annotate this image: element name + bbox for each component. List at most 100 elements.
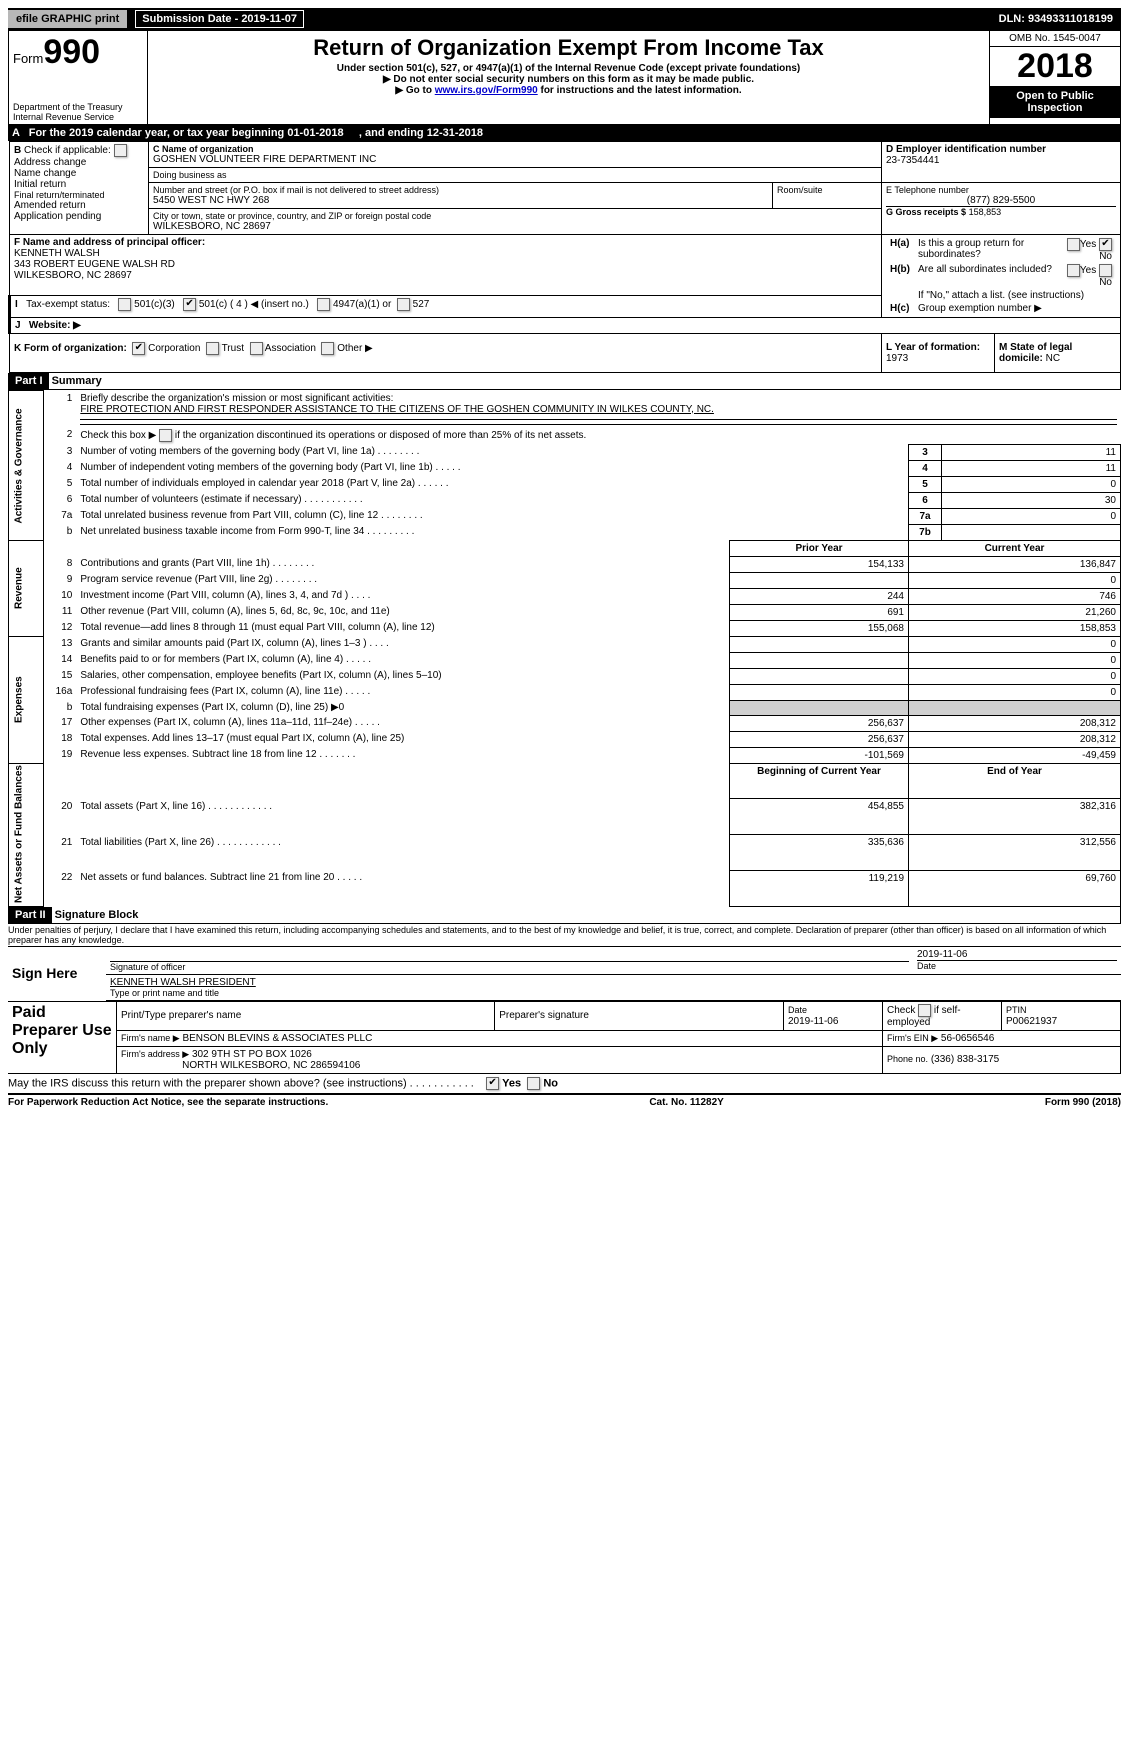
row-value: 30 [942, 492, 1121, 508]
na-row-22: 22 Net assets or fund balances. Subtract… [9, 870, 1121, 906]
exp-row-17: 17 Other expenses (Part IX, column (A), … [9, 715, 1121, 731]
current-value: 21,260 [909, 604, 1121, 620]
form-title: Return of Organization Exempt From Incom… [152, 35, 985, 61]
sig-name-label: Type or print name and title [110, 988, 1117, 998]
row-text: Other expenses (Part IX, column (A), lin… [76, 715, 729, 731]
row-num: 9 [44, 572, 77, 588]
selfemp-checkbox[interactable] [918, 1004, 931, 1017]
checkbox-generic-icon[interactable] [114, 144, 127, 157]
discuss-yes-checkbox[interactable] [486, 1077, 499, 1090]
prior-value: 154,133 [730, 556, 909, 572]
prior-value [730, 636, 909, 652]
entity-info-table: B Check if applicable: Address change Na… [8, 141, 1121, 373]
prior-year-header: Prior Year [730, 540, 909, 556]
i-label: I [15, 299, 18, 310]
hb-label: H(b) [886, 263, 914, 289]
officer-addr1: 343 ROBERT EUGENE WALSH RD [14, 259, 877, 270]
box-c-room: Room/suite [773, 183, 882, 209]
firm-addr2: NORTH WILKESBORO, NC 286594106 [182, 1060, 360, 1071]
k-other-checkbox[interactable] [321, 342, 334, 355]
firm-ein-label: Firm's EIN ▶ [887, 1033, 938, 1043]
firm-phone-label: Phone no. [887, 1054, 928, 1064]
current-value: -49,459 [909, 747, 1121, 763]
row-num: 3 [44, 444, 77, 460]
box-c-street: Number and street (or P.O. box if mail i… [149, 183, 773, 209]
line2-checkbox[interactable] [159, 429, 172, 442]
submission-date: Submission Date - 2019-11-07 [135, 10, 304, 28]
row-text: Revenue less expenses. Subtract line 18 … [76, 747, 729, 763]
row-text: Salaries, other compensation, employee b… [76, 668, 729, 684]
discuss-no-checkbox[interactable] [527, 1077, 540, 1090]
footer-left: For Paperwork Reduction Act Notice, see … [8, 1097, 328, 1108]
summary-table: Activities & Governance 1 Briefly descri… [8, 390, 1121, 907]
i-4947-checkbox[interactable] [317, 298, 330, 311]
part-ii-label: Part II [9, 907, 52, 923]
k-corp-checkbox[interactable] [132, 342, 145, 355]
c-label: C Name of organization [153, 144, 877, 154]
title-cell: Return of Organization Exempt From Incom… [148, 31, 990, 125]
part-i-header-row: Part I Summary [8, 373, 1121, 390]
current-value: 158,853 [909, 620, 1121, 636]
form-cell: Form990 Department of the Treasury Inter… [9, 31, 148, 125]
line-a-text1: For the 2019 calendar year, or tax year … [29, 127, 344, 139]
netassets-label: Net Assets or Fund Balances [9, 763, 44, 906]
exp-row-16b: b Total fundraising expenses (Part IX, c… [9, 700, 1121, 715]
prior-value: 244 [730, 588, 909, 604]
i-501c-checkbox[interactable] [183, 298, 196, 311]
gov-row-4: 4 Number of independent voting members o… [9, 460, 1121, 476]
row-refnum: 5 [909, 476, 942, 492]
b-label: B [14, 145, 21, 156]
line2-text: Check this box ▶ if the organization dis… [80, 430, 586, 441]
b-amended-return: Amended return [14, 200, 144, 211]
row-num: 12 [44, 620, 77, 636]
b-application-pending: Application pending [14, 211, 144, 222]
row-num: 20 [44, 799, 77, 835]
box-h: H(a) Is this a group return for subordin… [882, 235, 1121, 318]
firm-addr1: 302 9TH ST PO BOX 1026 [192, 1049, 312, 1060]
na-row-20: 20 Total assets (Part X, line 16) . . . … [9, 799, 1121, 835]
i-501c3-checkbox[interactable] [118, 298, 131, 311]
ha-no-checkbox[interactable] [1099, 238, 1112, 251]
ha-yes-checkbox[interactable] [1067, 238, 1080, 251]
exp-row-16a: 16a Professional fundraising fees (Part … [9, 684, 1121, 700]
gross-receipts: 158,853 [969, 207, 1002, 217]
room-label: Room/suite [777, 185, 877, 195]
prior-value: 691 [730, 604, 909, 620]
end-value: 312,556 [909, 835, 1121, 871]
row-refnum: 6 [909, 492, 942, 508]
row-text: Total number of volunteers (estimate if … [76, 492, 908, 508]
i-527-checkbox[interactable] [397, 298, 410, 311]
preparer-table: Paid Preparer Use Only Print/Type prepar… [8, 1001, 1121, 1074]
row-text: Grants and similar amounts paid (Part IX… [76, 636, 729, 652]
row-num: 21 [44, 835, 77, 871]
footer-mid: Cat. No. 11282Y [649, 1097, 723, 1108]
row-text: Total liabilities (Part X, line 26) . . … [76, 835, 729, 871]
row-text: Total assets (Part X, line 16) . . . . .… [76, 799, 729, 835]
box-i: I Tax-exempt status: 501(c)(3) 501(c) ( … [10, 295, 882, 317]
prior-value [730, 684, 909, 700]
hb-yes-checkbox[interactable] [1067, 264, 1080, 277]
row-num: 17 [44, 715, 77, 731]
row-text: Net assets or fund balances. Subtract li… [76, 870, 729, 906]
dept-line2: Internal Revenue Service [13, 112, 143, 122]
box-j: J Website: ▶ [10, 318, 1121, 334]
row-text: Contributions and grants (Part VIII, lin… [76, 556, 729, 572]
irs-link[interactable]: www.irs.gov/Form990 [435, 85, 538, 96]
row-num: b [44, 524, 77, 540]
j-text: Website: ▶ [29, 320, 81, 331]
row-num: 13 [44, 636, 77, 652]
hb-no-checkbox[interactable] [1099, 264, 1112, 277]
sign-here-label: Sign Here [8, 947, 106, 1001]
prep-name-header: Print/Type preparer's name [117, 1001, 495, 1030]
sign-here-table: Sign Here Signature of officer 2019-11-0… [8, 947, 1121, 1001]
current-value: 208,312 [909, 731, 1121, 747]
phone-value: (877) 829-5500 [886, 195, 1116, 206]
end-year-header: End of Year [909, 763, 1121, 799]
k-trust-checkbox[interactable] [206, 342, 219, 355]
box-f: F Name and address of principal officer:… [10, 235, 882, 296]
hb-text: Are all subordinates included? [914, 263, 1062, 289]
line1-text: Briefly describe the organization's miss… [80, 393, 393, 404]
k-assoc-checkbox[interactable] [250, 342, 263, 355]
prior-value [730, 572, 909, 588]
row-refnum: 7b [909, 524, 942, 540]
